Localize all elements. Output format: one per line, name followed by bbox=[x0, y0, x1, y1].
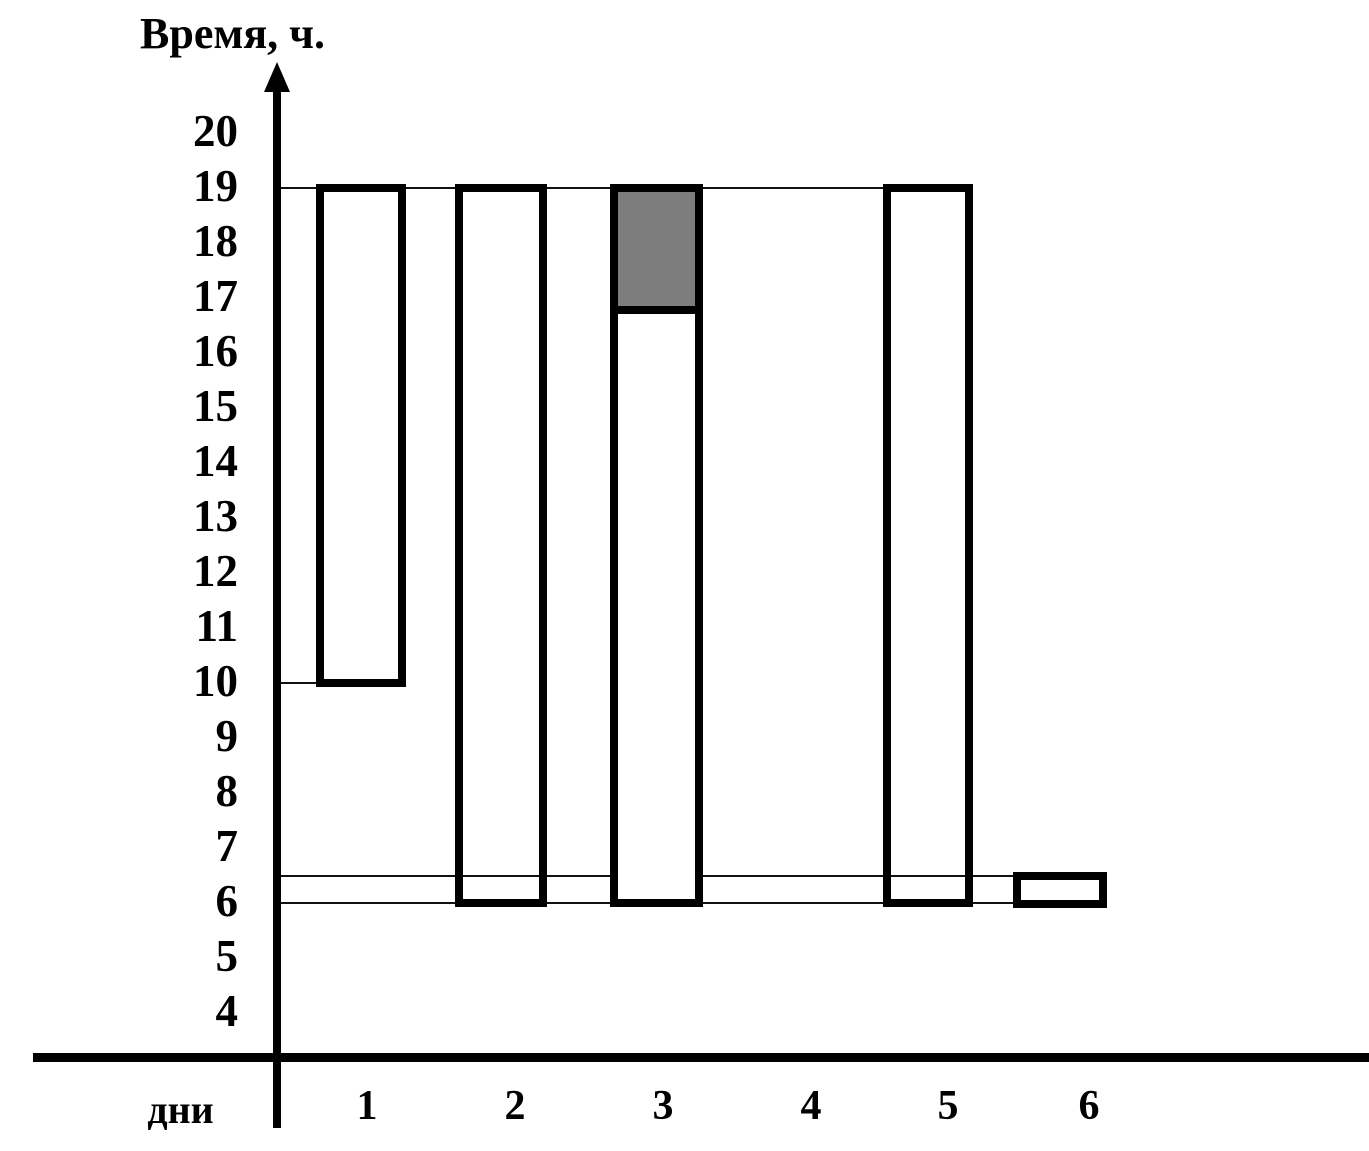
bar-day-3-shaded-segment bbox=[618, 192, 695, 314]
x-tick-label-5: 5 bbox=[937, 1083, 959, 1129]
bar-day-5 bbox=[883, 184, 973, 907]
x-tick-label-2: 2 bbox=[504, 1083, 526, 1129]
y-tick-label-19: 19 bbox=[193, 161, 238, 211]
x-tick-label-6: 6 bbox=[1078, 1083, 1100, 1129]
x-axis bbox=[33, 1053, 1369, 1062]
y-tick-label-10: 10 bbox=[193, 656, 238, 706]
y-tick-label-16: 16 bbox=[193, 326, 238, 376]
y-tick-label-9: 9 bbox=[215, 711, 239, 761]
y-tick-label-17: 17 bbox=[193, 271, 238, 321]
bar-day-1 bbox=[316, 184, 406, 687]
y-tick-label-4: 4 bbox=[215, 986, 239, 1036]
y-tick-label-8: 8 bbox=[215, 766, 239, 816]
y-tick-label-20: 20 bbox=[193, 106, 238, 156]
reference-line-19 bbox=[281, 187, 883, 189]
y-tick-label-18: 18 bbox=[193, 216, 238, 266]
y-tick-label-11: 11 bbox=[195, 601, 238, 651]
x-tick-label-1: 1 bbox=[356, 1083, 378, 1129]
bar-day-6 bbox=[1013, 872, 1107, 908]
bar-day-2 bbox=[455, 184, 547, 907]
bar-day-3 bbox=[610, 184, 703, 907]
y-tick-label-12: 12 bbox=[193, 546, 238, 596]
y-tick-label-7: 7 bbox=[215, 821, 239, 871]
y-tick-label-6: 6 bbox=[215, 876, 239, 926]
y-tick-label-14: 14 bbox=[193, 436, 238, 486]
y-tick-label-13: 13 bbox=[193, 491, 238, 541]
x-axis-unit-label: дни bbox=[147, 1087, 214, 1132]
chart-title: Время, ч. bbox=[140, 9, 325, 58]
y-axis bbox=[273, 86, 281, 1128]
x-tick-label-4: 4 bbox=[800, 1083, 822, 1129]
y-tick-label-5: 5 bbox=[215, 931, 239, 981]
y-tick-label-15: 15 bbox=[193, 381, 238, 431]
x-tick-label-3: 3 bbox=[652, 1083, 674, 1129]
reference-line-10 bbox=[281, 682, 321, 684]
